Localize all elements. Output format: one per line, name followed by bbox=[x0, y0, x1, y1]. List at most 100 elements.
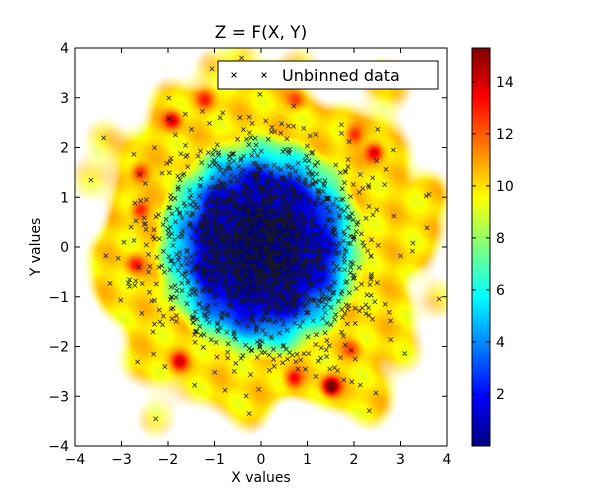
scatter-point bbox=[360, 239, 366, 245]
scatter-point bbox=[234, 269, 241, 275]
scatter-point bbox=[275, 236, 282, 242]
scatter-point bbox=[200, 249, 206, 255]
scatter-point bbox=[391, 213, 397, 219]
scatter-point bbox=[245, 297, 251, 303]
scatter-point bbox=[285, 282, 291, 288]
scatter-point bbox=[315, 159, 321, 166]
scatter-point bbox=[193, 291, 199, 298]
scatter-point bbox=[386, 309, 392, 315]
scatter-point bbox=[248, 134, 254, 141]
scatter-point bbox=[313, 131, 319, 138]
scatter-point bbox=[409, 248, 415, 254]
scatter-point bbox=[357, 171, 363, 178]
scatter-point bbox=[277, 185, 283, 192]
scatter-point bbox=[201, 230, 207, 236]
scatter-point bbox=[215, 277, 221, 284]
scatter-point bbox=[375, 126, 381, 132]
scatter-point bbox=[333, 312, 339, 318]
scatter-point bbox=[201, 254, 207, 260]
scatter-point bbox=[195, 153, 201, 159]
scatter-point bbox=[212, 240, 218, 246]
scatter-point bbox=[323, 347, 329, 353]
scatter-point bbox=[190, 319, 196, 326]
scatter-point bbox=[301, 290, 307, 296]
scatter-point bbox=[277, 228, 283, 234]
scatter-point bbox=[237, 206, 243, 212]
scatter-point bbox=[239, 55, 245, 61]
scatter-point bbox=[309, 172, 315, 178]
scatter-point bbox=[359, 305, 365, 311]
scatter-point bbox=[283, 198, 289, 204]
scatter-point bbox=[153, 416, 159, 422]
scatter-point bbox=[45, 161, 49, 165]
scatter-point bbox=[289, 255, 295, 261]
scatter-point bbox=[312, 201, 318, 207]
scatter-point bbox=[330, 201, 336, 207]
scatter-point bbox=[274, 302, 280, 308]
scatter-point bbox=[340, 333, 347, 339]
scatter-point bbox=[307, 133, 313, 139]
scatter-point bbox=[181, 171, 187, 177]
scatter-point bbox=[229, 303, 236, 309]
scatter-point bbox=[259, 184, 265, 190]
scatter-point bbox=[247, 305, 253, 311]
scatter-point bbox=[281, 267, 287, 273]
scatter-point bbox=[160, 313, 166, 319]
scatter-point bbox=[252, 135, 258, 141]
scatter-point bbox=[213, 257, 220, 263]
scatter-point bbox=[291, 123, 297, 129]
scatter-point bbox=[137, 171, 143, 178]
scatter-point bbox=[204, 198, 210, 204]
scatter-point bbox=[382, 182, 388, 188]
scatter-point bbox=[372, 299, 378, 305]
scatter-point bbox=[388, 337, 394, 343]
scatter-point bbox=[289, 183, 295, 189]
colorbar-tick-label: 12 bbox=[496, 127, 514, 143]
scatter-point bbox=[249, 316, 255, 322]
scatter-point bbox=[342, 267, 348, 273]
scatter-point bbox=[211, 282, 217, 288]
scatter-point bbox=[246, 263, 252, 269]
scatter-point bbox=[181, 200, 187, 206]
scatter-point bbox=[232, 174, 238, 180]
scatter-point bbox=[365, 248, 371, 254]
scatter-point bbox=[150, 329, 156, 335]
scatter-point bbox=[335, 204, 341, 210]
scatter-series bbox=[45, 55, 442, 422]
scatter-point bbox=[203, 239, 209, 245]
scatter-point bbox=[280, 342, 287, 348]
scatter-point bbox=[209, 66, 215, 72]
scatter-point bbox=[345, 306, 351, 312]
scatter-point bbox=[317, 286, 323, 292]
scatter-point bbox=[298, 211, 304, 217]
scatter-point bbox=[237, 248, 243, 254]
scatter-point bbox=[266, 352, 272, 358]
scatter-point bbox=[293, 309, 299, 316]
scatter-point bbox=[235, 275, 241, 281]
scatter-point bbox=[301, 351, 307, 357]
scatter-point bbox=[305, 309, 311, 315]
scatter-point bbox=[330, 217, 336, 224]
y-tick-label: 3 bbox=[60, 91, 69, 107]
scatter-point bbox=[274, 260, 280, 266]
scatter-point bbox=[251, 148, 257, 154]
scatter-point bbox=[352, 356, 358, 362]
scatter-point bbox=[211, 157, 217, 163]
scatter-point bbox=[215, 162, 221, 168]
scatter-point bbox=[253, 229, 259, 235]
scatter-point bbox=[279, 193, 286, 199]
scatter-point bbox=[233, 254, 240, 260]
scatter-point bbox=[298, 357, 304, 363]
scatter-point bbox=[328, 304, 334, 311]
scatter-point bbox=[352, 320, 358, 326]
scatter-point bbox=[316, 298, 322, 304]
scatter-point bbox=[316, 250, 323, 256]
scatter-point bbox=[286, 148, 292, 154]
scatter-point bbox=[206, 248, 212, 254]
scatter-point bbox=[365, 305, 372, 311]
scatter-point bbox=[221, 171, 227, 178]
scatter-point bbox=[127, 277, 133, 283]
scatter-point bbox=[314, 255, 321, 261]
scatter-point bbox=[297, 293, 303, 299]
scatter-point bbox=[194, 316, 200, 322]
